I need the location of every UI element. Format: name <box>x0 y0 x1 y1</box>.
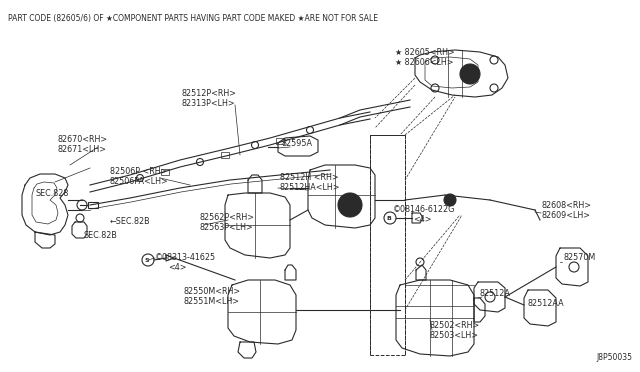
Text: ★ 82605<RH>: ★ 82605<RH> <box>395 48 455 57</box>
Text: 82562P<RH>: 82562P<RH> <box>200 214 255 222</box>
Text: J8P50035: J8P50035 <box>596 353 632 362</box>
Text: ©08313-41625: ©08313-41625 <box>155 253 216 263</box>
Text: 82563P<LH>: 82563P<LH> <box>200 224 253 232</box>
Text: 82670<RH>: 82670<RH> <box>58 135 108 144</box>
Text: SEC.828: SEC.828 <box>35 189 68 198</box>
Text: PART CODE (82605/6) OF ★COMPONENT PARTS HAVING PART CODE MAKED ★ARE NOT FOR SALE: PART CODE (82605/6) OF ★COMPONENT PARTS … <box>8 14 378 23</box>
Circle shape <box>444 194 456 206</box>
Circle shape <box>460 64 480 84</box>
Text: <4>: <4> <box>168 263 186 273</box>
Text: 82512AA: 82512AA <box>527 299 564 308</box>
Text: ★ 82606<LH>: ★ 82606<LH> <box>395 58 454 67</box>
Text: 82609<LH>: 82609<LH> <box>542 211 591 219</box>
Text: 82506P <RH>: 82506P <RH> <box>110 167 168 176</box>
Text: 82512H <RH>: 82512H <RH> <box>280 173 339 183</box>
Text: 82570M: 82570M <box>563 253 595 263</box>
Text: <4>: <4> <box>413 215 431 224</box>
Text: 82671<LH>: 82671<LH> <box>58 145 107 154</box>
Text: 82595A: 82595A <box>282 138 313 148</box>
Text: 82608<RH>: 82608<RH> <box>542 201 592 209</box>
Bar <box>88 202 98 208</box>
Text: 82512A: 82512A <box>479 289 510 298</box>
Bar <box>161 169 169 175</box>
Text: B: B <box>387 215 392 221</box>
Text: S: S <box>145 257 149 263</box>
Circle shape <box>338 193 362 217</box>
Text: 82313P<LH>: 82313P<LH> <box>182 99 236 108</box>
Text: ©08146-6122G: ©08146-6122G <box>393 205 456 215</box>
Text: 82551M<LH>: 82551M<LH> <box>184 298 240 307</box>
Text: 82502<RH>: 82502<RH> <box>430 321 480 330</box>
Text: 82512P<RH>: 82512P<RH> <box>182 89 237 97</box>
Bar <box>221 152 229 158</box>
Text: ←SEC.82B: ←SEC.82B <box>110 218 150 227</box>
Text: 82503<LH>: 82503<LH> <box>430 330 479 340</box>
Text: 82506PA<LH>: 82506PA<LH> <box>110 177 169 186</box>
Text: SEC.82B: SEC.82B <box>83 231 117 240</box>
Bar <box>276 138 284 144</box>
Bar <box>370 135 405 355</box>
Text: 82550M<RH>: 82550M<RH> <box>184 288 241 296</box>
Text: 82512HA<LH>: 82512HA<LH> <box>280 183 340 192</box>
